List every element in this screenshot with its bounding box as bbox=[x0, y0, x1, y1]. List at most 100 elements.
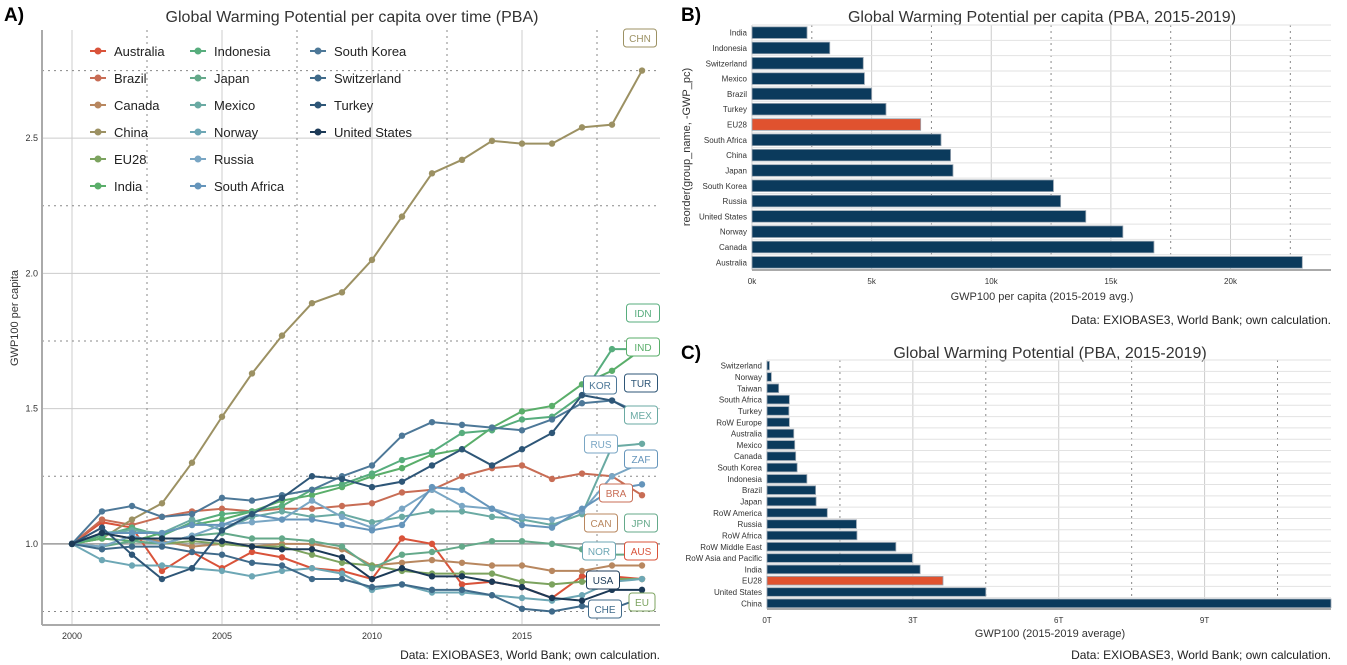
data-point-zaf bbox=[518, 521, 526, 529]
legend-label: Brazil bbox=[114, 71, 147, 86]
data-point-tur bbox=[548, 429, 556, 437]
end-label-mex: MEX bbox=[630, 411, 652, 422]
data-point-bra bbox=[308, 505, 316, 512]
y-tick-label: 2.0 bbox=[25, 268, 38, 278]
end-label-box bbox=[583, 375, 617, 395]
end-label-zaf: ZAF bbox=[632, 455, 651, 466]
legend-label: Canada bbox=[114, 98, 160, 113]
data-point-ind bbox=[608, 367, 616, 374]
data-point-tur bbox=[308, 473, 316, 480]
data-point-jpn bbox=[488, 537, 496, 545]
series-line-chn bbox=[71, 70, 643, 545]
data-point-kor bbox=[458, 421, 466, 429]
data-point-usa bbox=[188, 535, 196, 542]
data-point-tur bbox=[398, 478, 406, 485]
data-point-aus bbox=[428, 540, 436, 548]
data-point-nor bbox=[218, 567, 226, 575]
data-point-che bbox=[338, 575, 346, 583]
data-point-can bbox=[458, 559, 466, 566]
end-label-box bbox=[623, 28, 657, 48]
end-label-rus: RUS bbox=[590, 440, 611, 451]
data-point-can bbox=[188, 543, 196, 550]
data-point-kor bbox=[158, 513, 166, 521]
data-point-tur bbox=[218, 527, 226, 534]
data-point-eu bbox=[548, 581, 556, 588]
data-point-chn bbox=[368, 256, 376, 264]
end-label-kor: KOR bbox=[589, 381, 611, 392]
data-point-mex bbox=[368, 519, 376, 526]
data-point-usa bbox=[128, 535, 136, 542]
data-point-idn bbox=[608, 345, 616, 353]
end-label-box bbox=[584, 434, 618, 454]
data-point-chn bbox=[188, 459, 196, 466]
legend-key-dot bbox=[94, 155, 102, 163]
data-point-aus bbox=[578, 573, 586, 580]
end-label-aus: AUS bbox=[631, 547, 652, 558]
data-point-rus bbox=[308, 497, 316, 504]
data-point-eu bbox=[518, 578, 526, 585]
data-point-usa bbox=[638, 586, 646, 594]
end-label-nor: NOR bbox=[588, 547, 610, 558]
data-point-usa bbox=[248, 543, 256, 550]
legend-key-dot bbox=[194, 47, 202, 55]
data-point-tur bbox=[248, 510, 256, 518]
data-point-nor bbox=[248, 573, 256, 580]
legend-label: EU28 bbox=[114, 152, 147, 167]
data-point-tur bbox=[428, 462, 436, 469]
data-point-zaf bbox=[578, 505, 586, 512]
legend-key-dot bbox=[314, 128, 322, 136]
data-point-zaf bbox=[368, 527, 376, 534]
data-point-chn bbox=[308, 299, 316, 307]
data-point-chn bbox=[518, 140, 526, 147]
series-line-tur bbox=[71, 394, 643, 581]
data-point-zaf bbox=[308, 516, 316, 523]
data-point-tur bbox=[608, 397, 616, 404]
legend-label: Turkey bbox=[334, 98, 374, 113]
data-point-mex bbox=[278, 508, 286, 515]
data-point-che bbox=[248, 559, 256, 566]
data-point-tur bbox=[158, 575, 166, 583]
data-point-zaf bbox=[398, 521, 406, 529]
data-point-zaf bbox=[548, 524, 556, 531]
end-label-box bbox=[588, 599, 622, 619]
data-point-kor bbox=[218, 494, 226, 502]
data-point-chn bbox=[578, 124, 586, 131]
legend-key-dot bbox=[194, 101, 202, 109]
end-label-eu: EU bbox=[635, 598, 649, 609]
end-label-box bbox=[626, 337, 660, 357]
series-line-che bbox=[71, 542, 643, 613]
data-point-idn bbox=[338, 481, 346, 488]
data-point-che bbox=[218, 551, 226, 558]
data-point-jpn bbox=[368, 565, 376, 572]
data-point-bra bbox=[458, 473, 466, 480]
data-point-che bbox=[458, 586, 466, 594]
legend-label: South Korea bbox=[334, 44, 407, 59]
data-point-nor bbox=[98, 556, 106, 564]
legend-key-dot bbox=[194, 155, 202, 163]
legend-label: Japan bbox=[214, 71, 249, 86]
data-point-che bbox=[578, 602, 586, 610]
data-point-jpn bbox=[458, 543, 466, 550]
data-point-che bbox=[398, 581, 406, 588]
data-point-chn bbox=[398, 213, 406, 220]
data-point-chn bbox=[608, 121, 616, 128]
end-label-bra: BRA bbox=[606, 489, 627, 500]
legend-key-dot bbox=[314, 74, 322, 82]
data-point-tur bbox=[128, 551, 136, 558]
data-point-nor bbox=[518, 594, 526, 602]
data-point-tur bbox=[188, 565, 196, 572]
data-point-che bbox=[158, 543, 166, 550]
legend-label: Russia bbox=[214, 152, 255, 167]
legend-key-dot bbox=[94, 101, 102, 109]
data-point-jpn bbox=[398, 551, 406, 558]
data-point-zaf bbox=[458, 486, 466, 493]
data-point-eu bbox=[308, 551, 316, 558]
data-point-aus bbox=[278, 554, 286, 561]
legend-label: Norway bbox=[214, 125, 259, 140]
end-label-box bbox=[584, 513, 618, 533]
data-point-usa bbox=[518, 583, 526, 591]
data-point-ind bbox=[398, 464, 406, 472]
data-point-kor bbox=[308, 486, 316, 493]
data-point-usa bbox=[488, 578, 496, 585]
